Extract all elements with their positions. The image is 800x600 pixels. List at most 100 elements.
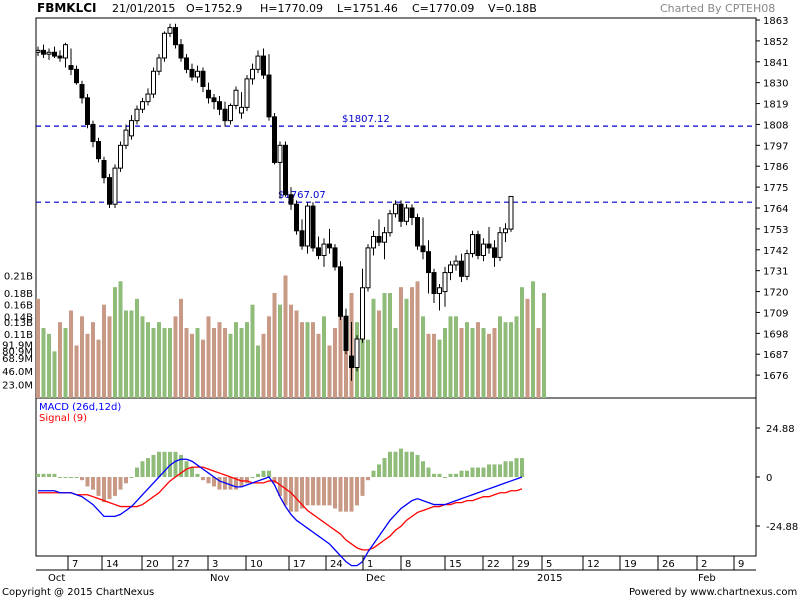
reference-line-label: $1767.07 (278, 190, 326, 201)
volume-bar (124, 310, 128, 398)
volume-bar (168, 328, 172, 398)
candle (497, 232, 503, 258)
price-tick-label: 1863 (763, 16, 788, 27)
candle (195, 70, 200, 78)
candle (492, 247, 497, 258)
macd-histogram-bar (355, 477, 359, 506)
candle (365, 247, 371, 289)
month-label: Oct (48, 573, 65, 584)
macd-histogram-bar (173, 451, 178, 477)
macd-histogram-bar (157, 451, 161, 477)
macd-histogram-bar (206, 477, 211, 484)
candle (261, 55, 266, 76)
macd-histogram-bar (113, 477, 117, 496)
volume-bar (531, 281, 535, 398)
macd-histogram-bar (487, 464, 491, 477)
volume-bar (454, 316, 458, 398)
candle (145, 93, 151, 103)
macd-histogram-bar (366, 477, 370, 481)
volume-bar (41, 328, 46, 398)
open-label: O=1752.9 (186, 2, 243, 15)
volume-bar (360, 333, 365, 398)
plot-frame (35, 17, 757, 557)
macd-legend: MACD (26d,12d) (39, 402, 121, 413)
price-tick-label: 1775 (763, 183, 788, 194)
candle (255, 55, 261, 70)
volume-bar (146, 322, 150, 398)
macd-histogram-bar (278, 477, 282, 496)
candle (266, 74, 272, 118)
macd-histogram-bar (492, 464, 497, 477)
candle (338, 266, 343, 317)
copyright-label: Copyright @ 2015 ChartNexus (2, 587, 155, 598)
volume-bar (283, 275, 288, 398)
macd-histogram-bar (85, 477, 90, 487)
volume-bar (509, 322, 513, 398)
volume-tick-label: 46.0M (2, 367, 33, 378)
macd-histogram-bar (498, 464, 502, 477)
date-tick-label: 20 (146, 559, 159, 570)
candle (156, 57, 162, 72)
macd-histogram-bar (316, 477, 321, 506)
macd-histogram-bar (261, 470, 266, 477)
macd-histogram-bar (415, 454, 420, 477)
volume-bar (294, 310, 299, 398)
macd-histogram-bar (382, 458, 387, 477)
macd-histogram-bar (267, 470, 271, 477)
macd-histogram-bar (377, 464, 381, 477)
close-label: C=1770.09 (412, 2, 475, 15)
volume-bar (36, 298, 40, 398)
candle (200, 70, 206, 87)
macd-histogram-bar (481, 467, 486, 477)
price-tick-label: 1742 (763, 246, 788, 257)
macd-tick-label: 24.88 (766, 424, 795, 435)
volume-bar (85, 333, 90, 398)
signal-legend: Signal (9) (39, 413, 87, 424)
candle (57, 55, 63, 59)
date-tick-label: 19 (624, 559, 637, 570)
month-label: 2015 (537, 573, 562, 584)
macd-histogram-bar (393, 451, 398, 477)
macd-histogram-bar (289, 477, 293, 512)
candle (310, 205, 316, 249)
volume-bar (118, 281, 123, 398)
volume-bar (289, 304, 293, 398)
volume-bar (162, 328, 167, 398)
macd-histogram-bar (69, 477, 73, 478)
price-tick-label: 1841 (763, 58, 788, 69)
macd-histogram-bar (514, 458, 519, 477)
high-label: H=1770.09 (260, 2, 323, 15)
date-tick-label: 1 (367, 559, 373, 570)
volume-bar (498, 316, 502, 398)
macd-histogram-bar (107, 477, 112, 500)
macd-histogram-bar (503, 461, 508, 477)
volume-bar (261, 333, 266, 398)
macd-histogram-bar (245, 477, 249, 484)
volume-bar (151, 328, 156, 398)
macd-histogram-bar (124, 477, 128, 484)
macd-histogram-bar (333, 477, 337, 509)
volume-bar (102, 304, 106, 398)
price-tick-label: 1852 (763, 37, 788, 48)
date-tick-label: 5 (546, 559, 552, 570)
price-tick-label: 1687 (763, 350, 788, 361)
macd-histogram-bar (283, 477, 288, 506)
macd-histogram-bar (47, 473, 51, 477)
volume-bar (514, 316, 519, 398)
volume-tick-label: 0.21B (4, 272, 33, 283)
date-label: 21/01/2015 (112, 2, 176, 15)
candle (294, 203, 299, 232)
volume-bar (366, 339, 370, 398)
candle (409, 207, 415, 218)
volume-bar (91, 322, 95, 398)
volume-bar (129, 310, 134, 398)
candle (343, 315, 349, 351)
volume-bar (201, 339, 205, 398)
volume-tick-label: 91.9M (2, 340, 33, 351)
price-tick-label: 1720 (763, 288, 788, 299)
macd-histogram-bar (239, 477, 244, 487)
candle (228, 104, 233, 122)
candle (481, 243, 486, 256)
